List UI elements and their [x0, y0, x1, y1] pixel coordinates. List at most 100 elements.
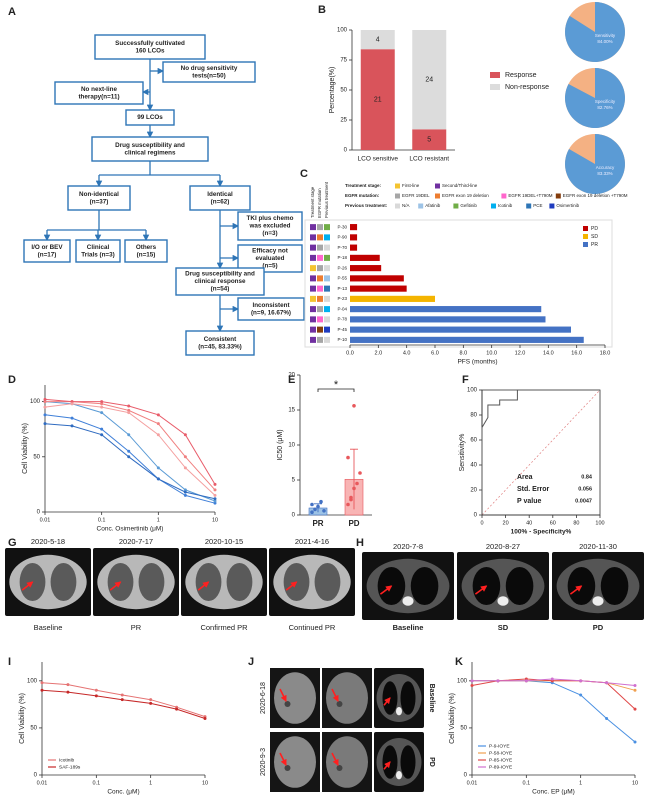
image-date: 2020-8-27 [486, 542, 520, 551]
ct-spine [402, 596, 414, 606]
row-swatch [310, 295, 316, 302]
flow-text: 99 LCOs [137, 114, 163, 121]
row-swatch [317, 316, 323, 323]
x-tick-label: 0 [480, 520, 483, 526]
pie-label: Accuracy [596, 165, 615, 170]
image-date: 2020-11-30 [579, 542, 617, 551]
data-point [100, 402, 104, 406]
row-swatch [317, 244, 323, 251]
key-label: Osimertinib [556, 203, 579, 208]
data-point [40, 681, 44, 685]
image-label: PD [593, 623, 604, 632]
key-label: PCE [533, 203, 542, 208]
key-label: Gefitinib [460, 203, 477, 208]
ct-lung [505, 566, 534, 606]
panel-letter: K [455, 656, 463, 668]
row-swatch [317, 285, 323, 292]
ct-lung [195, 562, 222, 602]
flow-box [91, 136, 209, 162]
lesion-arrow [279, 688, 287, 702]
y-tick-label: 15 [288, 408, 295, 414]
series-line [44, 414, 216, 504]
flow-text: Successfully cultivated [115, 40, 185, 47]
key-swatch [526, 203, 532, 209]
x-axis-label: PFS (months) [457, 359, 497, 366]
y-axis-label: Sensitivity% [459, 434, 466, 472]
row-swatch [317, 336, 323, 343]
y-axis-label: IC50 (μM) [277, 429, 284, 460]
series-line [481, 389, 600, 515]
key-label: First-line [402, 183, 420, 188]
data-point [100, 427, 104, 431]
flow-text: Drug susceptibility and [185, 271, 255, 278]
stat-value: 0.0047 [575, 498, 592, 504]
x-tick-label: 0.01 [467, 780, 478, 786]
flow-text: Trials (n=3) [81, 251, 114, 258]
flow-box [237, 297, 305, 321]
legend-label: P-89-IOYE [489, 764, 512, 770]
data-point [352, 486, 356, 491]
y-tick-label: 50 [460, 725, 467, 731]
x-tick-label: 14.0 [543, 350, 554, 356]
data-point [316, 504, 320, 509]
pie-label: Specificity [595, 99, 616, 104]
data-point [579, 693, 583, 697]
lesion-arrow [331, 688, 339, 702]
flow-text: clinical regimens [124, 149, 176, 156]
data-point [70, 402, 74, 406]
lesion-arrow [569, 585, 583, 595]
ct-spine [396, 771, 402, 780]
legend-label: SAF-189s [59, 764, 81, 770]
key-swatch [418, 203, 424, 209]
x-tick-label: 0.1 [98, 517, 106, 523]
mri-lesion [336, 701, 343, 707]
y-axis-label: Cell Viability (%) [22, 423, 29, 474]
data-point [156, 413, 160, 417]
data-point [70, 400, 74, 404]
y-tick-label: 20 [470, 488, 477, 494]
flow-box [124, 239, 168, 263]
legend-label: Response [505, 72, 537, 79]
flow-text: Non-identical [79, 191, 119, 198]
y-tick-label: 10 [288, 443, 295, 449]
y-tick-label: 0 [292, 513, 296, 519]
key-swatch [555, 193, 561, 199]
pie-wedge [565, 2, 626, 62]
image-label: SD [498, 623, 509, 632]
category-label: P-10 [337, 337, 347, 342]
flow-text: (n=17) [38, 251, 57, 258]
data-point [156, 422, 160, 426]
category-label: P-13 [337, 286, 347, 291]
data-point [149, 698, 153, 702]
data-point [213, 497, 217, 501]
flow-text: (n=15) [137, 251, 156, 258]
flow-text: Drug susceptibility and [115, 142, 185, 149]
data-point [183, 466, 187, 470]
flow-box [125, 109, 175, 126]
mri-lesion [336, 765, 343, 771]
row-swatch [310, 285, 316, 292]
mri-lesion [284, 765, 291, 771]
image-label: PR [131, 623, 142, 632]
x-axis-label: Conc. EP (μM) [532, 789, 575, 796]
data-point [213, 499, 217, 503]
key-label: Afatinib [425, 203, 441, 208]
panel-letter: G [8, 537, 17, 549]
y-tick-label: 100 [337, 28, 348, 34]
value-label: 21 [374, 96, 382, 103]
pie-value: 82.76% [597, 105, 612, 110]
series-line [45, 401, 216, 491]
value-label: 5 [427, 136, 431, 143]
image-date: 2020-10-15 [205, 537, 243, 546]
ct-lung [400, 681, 416, 715]
key-swatch [395, 193, 400, 199]
data-point [43, 397, 47, 401]
data-point [100, 433, 104, 437]
key-swatch [395, 203, 400, 209]
row-swatch [317, 326, 323, 333]
category-label: P-78 [337, 317, 347, 322]
x-tick-label: 8.0 [460, 350, 468, 356]
data-point [310, 510, 314, 514]
pie-wedge [565, 68, 625, 129]
column-header: Previous treatment [324, 181, 329, 218]
